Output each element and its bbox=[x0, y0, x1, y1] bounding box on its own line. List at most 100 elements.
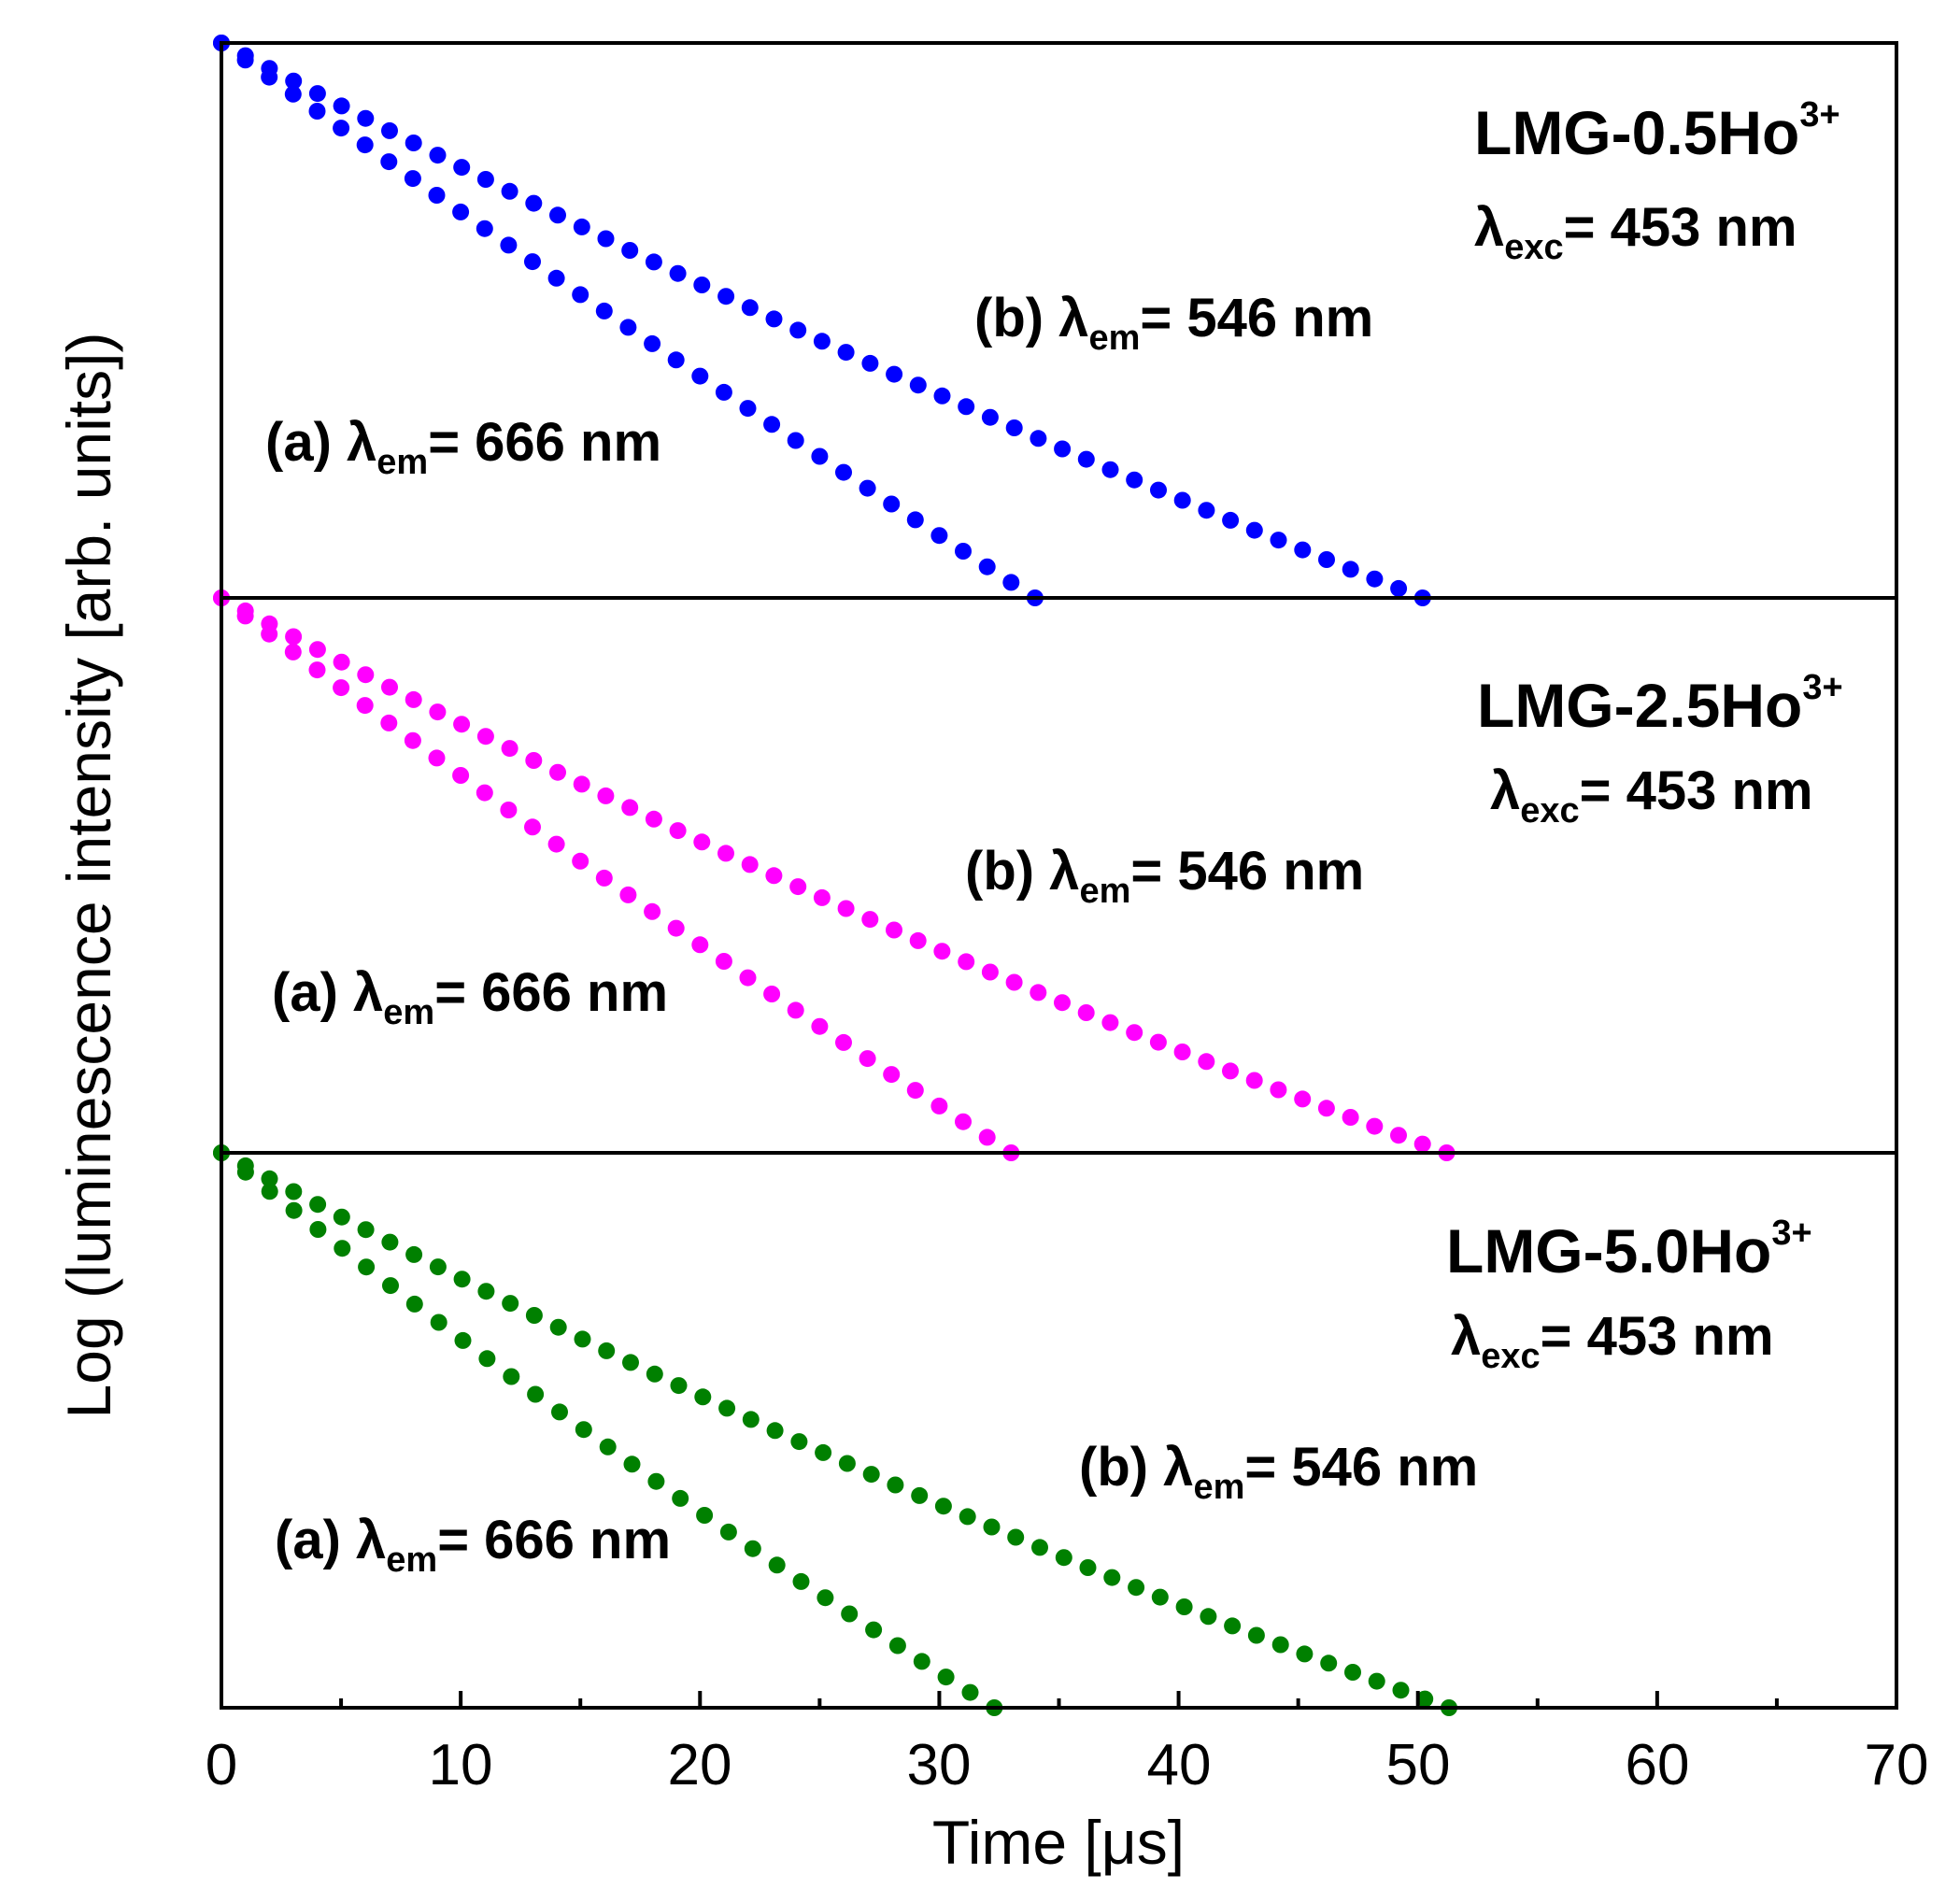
data-point-panel1-seriesa bbox=[978, 558, 996, 575]
data-point-panel3-seriesa bbox=[937, 1669, 955, 1686]
data-point-panel2-seriesa bbox=[667, 919, 685, 937]
data-point-panel2-seriesa bbox=[524, 818, 541, 836]
data-point-panel2-seriesb bbox=[1077, 1004, 1095, 1021]
data-point-panel1-seriesb bbox=[1294, 541, 1312, 559]
data-point-panel2-seriesa bbox=[644, 902, 661, 920]
y-axis-label: Log (luminescence intensity [arb. units]… bbox=[54, 333, 123, 1419]
data-point-panel2-seriesb bbox=[1390, 1127, 1407, 1144]
data-point-panel2-seriesb bbox=[693, 833, 711, 851]
data-point-panel2-seriesa bbox=[236, 607, 254, 625]
data-point-panel2-seriesb bbox=[1245, 1072, 1263, 1089]
data-point-panel3-seriesb bbox=[887, 1476, 904, 1494]
data-point-panel2-seriesa bbox=[380, 714, 398, 731]
data-point-panel3-seriesb bbox=[598, 1342, 616, 1359]
data-point-panel1-seriesb bbox=[1198, 502, 1215, 519]
data-point-panel1-seriesa bbox=[428, 187, 446, 204]
data-point-panel1-seriesb bbox=[453, 159, 471, 177]
data-point-panel1-seriesb bbox=[958, 398, 975, 416]
data-point-panel2-seriesa bbox=[284, 643, 302, 660]
data-point-panel2-seriesa bbox=[978, 1129, 996, 1146]
data-point-panel3-seriesa bbox=[309, 1221, 327, 1238]
data-point-panel3-seriesa bbox=[817, 1589, 834, 1607]
data-point-panel3-seriesa bbox=[623, 1456, 641, 1473]
data-point-panel2-seriesa bbox=[428, 749, 446, 767]
data-point-panel3-seriesa bbox=[744, 1540, 761, 1557]
data-point-panel1-seriesa bbox=[404, 170, 421, 188]
data-point-panel3-seriesa bbox=[696, 1507, 714, 1524]
data-point-panel2-seriesa bbox=[404, 731, 421, 749]
data-point-panel3-seriesa bbox=[575, 1421, 592, 1439]
data-point-panel2-seriesb bbox=[405, 690, 422, 708]
data-point-panel2-seriesa bbox=[835, 1033, 852, 1051]
data-point-panel3-seriesb bbox=[911, 1486, 929, 1504]
data-point-panel3-seriesa bbox=[358, 1258, 376, 1276]
data-point-panel1-seriesa bbox=[261, 68, 278, 86]
data-point-panel3-seriesa bbox=[913, 1653, 930, 1670]
data-point-panel2-seriesa bbox=[308, 661, 326, 679]
data-point-panel2-seriesb bbox=[837, 900, 855, 917]
data-point-panel2-seriesa bbox=[500, 802, 518, 818]
data-point-panel1-seriesa bbox=[595, 302, 613, 320]
data-point-panel1-seriesb bbox=[525, 194, 543, 212]
data-point-panel3-seriesb bbox=[574, 1330, 591, 1348]
x-tick-label-50: 50 bbox=[1386, 1733, 1451, 1797]
data-point-panel1-seriesb bbox=[1077, 450, 1095, 468]
data-point-panel3-seriesa bbox=[888, 1637, 906, 1654]
data-point-panel2-seriesb bbox=[333, 653, 350, 671]
data-point-panel3-seriesa bbox=[768, 1556, 786, 1574]
data-point-panel3-seriesb bbox=[1344, 1664, 1361, 1681]
data-point-panel2-seriesb bbox=[1413, 1135, 1431, 1153]
data-point-panel1-seriesa bbox=[811, 447, 829, 465]
data-point-panel1-seriesa bbox=[476, 220, 493, 237]
data-point-panel3-seriesb bbox=[670, 1377, 688, 1395]
data-point-panel1-seriesa bbox=[763, 416, 781, 433]
data-point-panel3-seriesa bbox=[478, 1350, 496, 1368]
data-point-panel3-seriesa bbox=[430, 1314, 447, 1331]
panel-1-series-a-label: (a) λem= 666 nm bbox=[265, 412, 661, 482]
data-point-panel3-seriesa bbox=[405, 1295, 423, 1313]
data-point-panel2-seriesa bbox=[715, 953, 732, 970]
data-point-panel1-seriesb bbox=[1245, 521, 1263, 539]
data-point-panel3-seriesb bbox=[1007, 1528, 1025, 1546]
data-point-panel2-seriesb bbox=[765, 867, 783, 885]
data-point-panel1-seriesb bbox=[717, 288, 735, 305]
data-point-panel3-seriesb bbox=[934, 1498, 952, 1515]
x-tick-label-40: 40 bbox=[1147, 1733, 1212, 1797]
data-point-panel1-seriesb bbox=[1101, 461, 1119, 478]
data-point-panel2-seriesa bbox=[811, 1017, 829, 1035]
data-point-panel3-seriesa bbox=[672, 1489, 689, 1507]
data-point-panel2-seriesb bbox=[1005, 973, 1023, 991]
data-point-panel1-seriesa bbox=[691, 367, 709, 385]
data-point-panel2-seriesb bbox=[621, 799, 639, 817]
data-point-panel1-seriesb bbox=[645, 253, 662, 271]
data-point-panel3-seriesb bbox=[429, 1258, 447, 1276]
data-point-panel1-seriesb bbox=[981, 408, 999, 426]
data-point-panel2-seriesa bbox=[955, 1113, 972, 1130]
panel-3-annotations: LMG-5.0Ho3+ λexc= 453 nm (b) λem= 546 nm… bbox=[275, 1214, 1812, 1580]
data-point-panel2-seriesb bbox=[1030, 984, 1047, 1001]
data-point-panel3-seriesa bbox=[599, 1438, 617, 1456]
panel-2-sample-label: LMG-2.5Ho3+ bbox=[1477, 668, 1843, 740]
data-point-panel2-seriesb bbox=[1294, 1090, 1312, 1108]
data-point-panel1-seriesb bbox=[573, 218, 590, 235]
data-point-panel1-seriesb bbox=[789, 321, 807, 339]
data-point-panel2-seriesb bbox=[1317, 1100, 1335, 1117]
data-point-panel1-seriesa bbox=[284, 85, 302, 103]
data-point-panel3-seriesb bbox=[1416, 1690, 1434, 1708]
data-point-panel1-seriesb bbox=[1342, 561, 1359, 578]
data-point-panel3-seriesa bbox=[792, 1572, 810, 1590]
panel-2-excitation-label: λexc= 453 nm bbox=[1490, 760, 1813, 831]
data-point-panel2-seriesb bbox=[597, 787, 615, 804]
data-point-panel2-seriesb bbox=[381, 678, 398, 696]
data-point-panel1-seriesa bbox=[787, 432, 804, 449]
data-point-panel3-seriesb bbox=[1079, 1559, 1097, 1576]
data-point-panel1-seriesb bbox=[597, 230, 615, 248]
data-point-panel1-seriesa bbox=[1002, 574, 1020, 591]
data-point-panel1-seriesb bbox=[1126, 471, 1143, 489]
data-point-panel2-seriesb bbox=[645, 810, 662, 828]
data-point-panel2-seriesa bbox=[595, 869, 613, 887]
data-point-panel1-seriesa bbox=[883, 495, 901, 513]
x-ticks bbox=[220, 1691, 1898, 1708]
data-point-panel3-seriesb bbox=[1247, 1626, 1265, 1644]
